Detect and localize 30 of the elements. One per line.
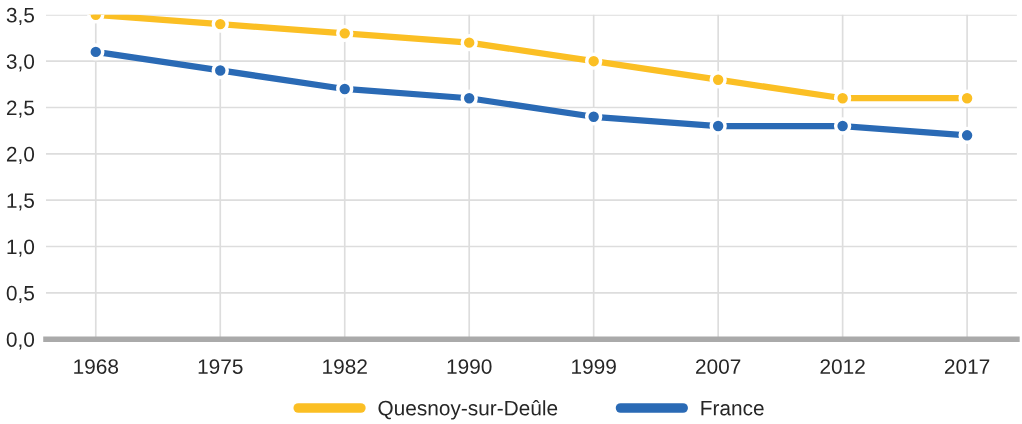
x-tick-label: 1990	[447, 359, 492, 374]
point	[833, 89, 852, 107]
point	[709, 71, 727, 89]
x-tick-label: 1999	[572, 359, 616, 374]
point	[336, 24, 354, 43]
x-tick-label: 2007	[696, 359, 741, 374]
x-tick-label: 1975	[198, 359, 243, 374]
x-tick-label: 2017	[944, 359, 990, 374]
point	[460, 89, 478, 107]
point	[709, 117, 727, 135]
y-tick-label: 0,0	[6, 332, 35, 350]
point	[211, 15, 229, 33]
y-tick-label: 2,0	[6, 146, 35, 165]
point	[336, 80, 354, 98]
legend-label: Quesnoy-sur-Deûle	[378, 400, 558, 420]
point	[584, 108, 603, 126]
legend-label: France	[701, 400, 764, 416]
y-tick-label: 1,0	[7, 239, 35, 257]
x-tick-label: 1968	[74, 359, 119, 374]
y-tick-label: 0,5	[6, 285, 35, 304]
y-tick-label: 3,0	[6, 54, 35, 72]
point	[833, 117, 852, 135]
point	[211, 61, 229, 80]
point	[460, 33, 478, 52]
y-tick-label: 2,5	[6, 100, 35, 118]
y-tick-label: 3,5	[6, 7, 35, 26]
y-tick-label: 1,5	[7, 193, 35, 211]
x-tick-label: 1982	[323, 359, 367, 374]
x-tick-label: 2012	[820, 359, 865, 374]
point	[584, 52, 603, 70]
